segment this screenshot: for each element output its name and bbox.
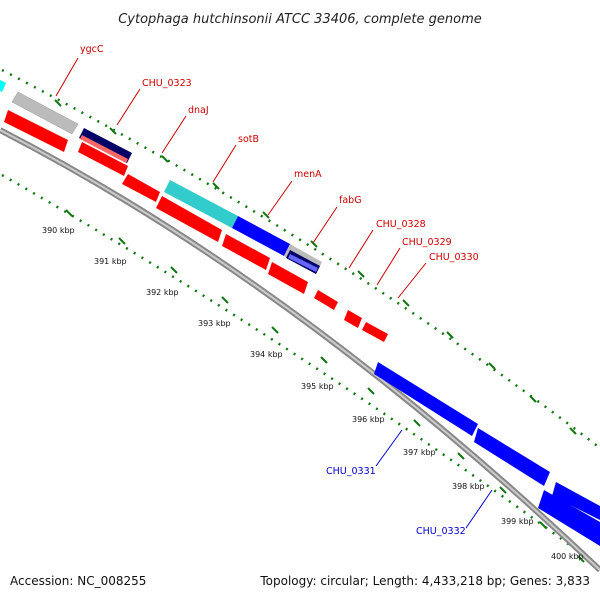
gene-label: CHU_0330 — [429, 252, 479, 263]
gene-menA — [232, 216, 290, 256]
kbp-label: 390 kbp — [42, 226, 75, 235]
kbp-label: 399 kbp — [501, 517, 534, 526]
red-genes — [4, 110, 388, 342]
kbp-label-group: 390 kbp 391 kbp 392 kbp 393 kbp 394 kbp … — [42, 226, 584, 561]
topology-label: Topology: circular; Length: 4,433,218 bp… — [260, 574, 590, 588]
kbp-label: 394 kbp — [250, 350, 283, 359]
kbp-label: 400 kbp — [551, 552, 584, 561]
forward-strand-genes — [0, 80, 322, 274]
outer-tick-ring — [1, 68, 600, 449]
blue-genes — [374, 362, 600, 546]
gene-label: CHU_0329 — [402, 237, 452, 248]
gene-label: CHU_0328 — [376, 219, 426, 230]
genome-backbone — [0, 127, 600, 573]
gene-label: menA — [294, 169, 322, 180]
gene-cyan-left — [0, 80, 6, 92]
gene-CHU_0323-inner — [80, 135, 128, 163]
gene-label: sotB — [238, 134, 259, 145]
gene-fabG-inner — [288, 254, 318, 272]
gene-sotB — [164, 180, 238, 228]
gene-label: ygcC — [80, 44, 104, 55]
gene-ygcC — [11, 91, 79, 135]
kbp-label: 391 kbp — [94, 257, 127, 266]
gene-label: dnaJ — [188, 105, 209, 116]
gene-label-group: ygcC CHU_0323 dnaJ sotB menA fabG CHU_03… — [80, 44, 479, 537]
inner-tick-ring — [1, 173, 591, 562]
label-leaders — [55, 57, 493, 529]
map-title: Cytophaga hutchinsonii ATCC 33406, compl… — [118, 12, 482, 27]
kbp-label: 398 kbp — [452, 482, 485, 491]
gene-label: CHU_0331 — [326, 466, 376, 477]
gene-label: fabG — [339, 195, 362, 206]
kbp-label: 397 kbp — [403, 448, 436, 457]
kbp-label: 396 kbp — [352, 415, 385, 424]
kbp-label: 392 kbp — [146, 288, 179, 297]
gene-label: CHU_0323 — [142, 78, 192, 89]
kbp-label: 393 kbp — [198, 319, 231, 328]
outer-major-ticks — [54, 99, 577, 435]
inner-major-ticks — [65, 209, 585, 563]
gene-label: CHU_0332 — [416, 526, 466, 537]
kbp-label: 395 kbp — [301, 382, 334, 391]
accession-label: Accession: NC_008255 — [10, 574, 147, 588]
